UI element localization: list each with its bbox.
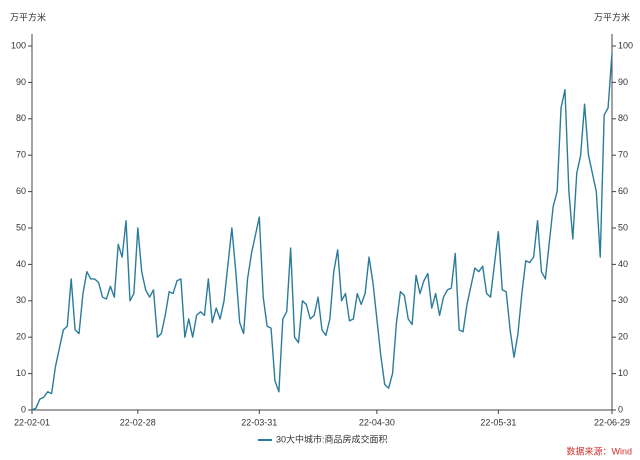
y2-tick-label: 10 xyxy=(618,368,628,378)
y2-tick-label: 100 xyxy=(618,40,633,50)
source: 数据来源：Wind xyxy=(566,445,632,456)
y2-tick-label: 20 xyxy=(618,332,628,342)
y2-axis-label: 万平方米 xyxy=(594,11,630,22)
x-tick-label: 22-02-28 xyxy=(120,417,156,427)
y2-tick-label: 30 xyxy=(618,295,628,305)
y-tick-label: 50 xyxy=(16,222,26,232)
x-tick-label: 22-03-31 xyxy=(241,417,277,427)
y-tick-label: 20 xyxy=(16,332,26,342)
legend-label: 30大中城市:商品房成交面积 xyxy=(276,433,388,444)
y-tick-label: 70 xyxy=(16,150,26,160)
y-tick-label: 10 xyxy=(16,368,26,378)
x-tick-label: 22-06-29 xyxy=(594,417,630,427)
y2-tick-label: 40 xyxy=(618,259,628,269)
y-tick-label: 100 xyxy=(11,40,26,50)
y-tick-label: 60 xyxy=(16,186,26,196)
x-tick-label: 22-05-31 xyxy=(480,417,516,427)
y2-tick-label: 90 xyxy=(618,77,628,87)
y-tick-label: 30 xyxy=(16,295,26,305)
y2-tick-label: 0 xyxy=(618,404,623,414)
x-tick-label: 22-04-30 xyxy=(359,417,395,427)
y2-tick-label: 60 xyxy=(618,186,628,196)
y-tick-label: 40 xyxy=(16,259,26,269)
y-tick-label: 80 xyxy=(16,113,26,123)
y2-tick-label: 80 xyxy=(618,113,628,123)
line-series xyxy=(31,53,613,411)
y2-tick-label: 70 xyxy=(618,150,628,160)
y-tick-label: 90 xyxy=(16,77,26,87)
y-axis-label: 万平方米 xyxy=(10,11,46,22)
y-tick-label: 0 xyxy=(21,404,26,414)
x-tick-label: 22-02-01 xyxy=(14,417,50,427)
y2-tick-label: 50 xyxy=(618,222,628,232)
